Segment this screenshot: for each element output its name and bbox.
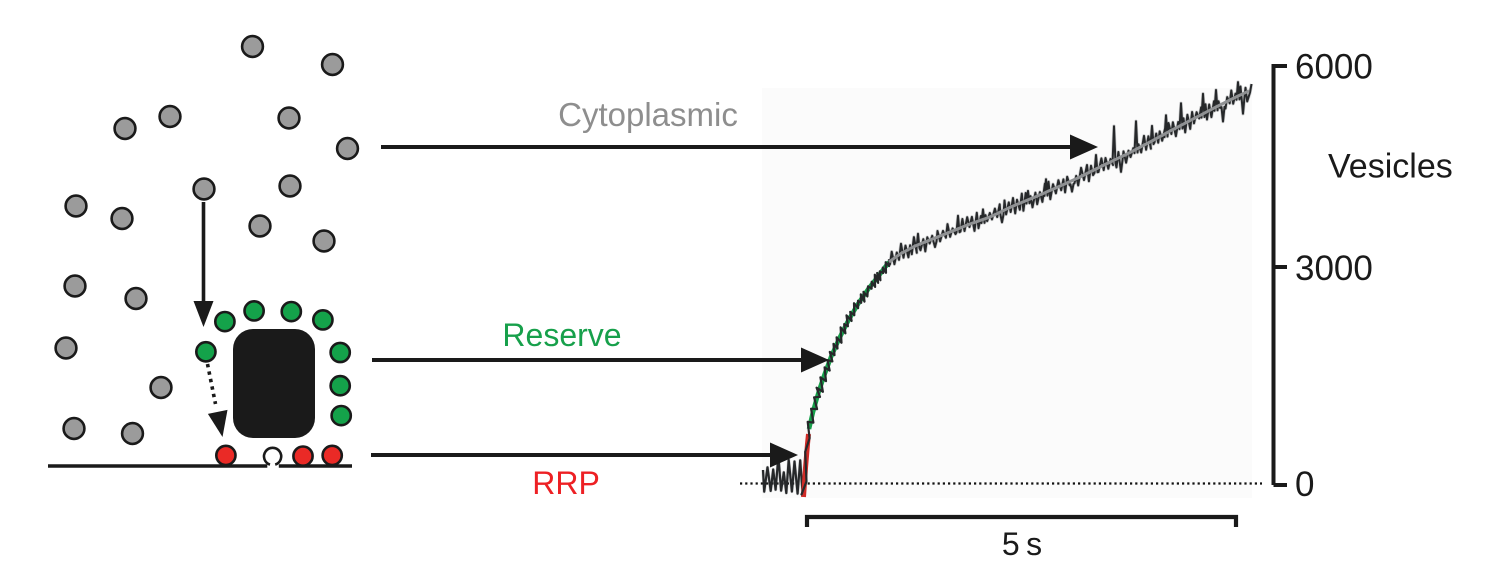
- svg-text:Vesicles: Vesicles: [1328, 148, 1453, 186]
- svg-text:6000: 6000: [1295, 48, 1373, 87]
- svg-text:5 s: 5 s: [1002, 526, 1042, 562]
- svg-text:0: 0: [1295, 465, 1314, 504]
- svg-text:Cytoplasmic: Cytoplasmic: [558, 96, 738, 133]
- svg-text:RRP: RRP: [532, 465, 600, 501]
- svg-text:Reserve: Reserve: [502, 317, 621, 353]
- svg-text:3000: 3000: [1295, 249, 1373, 288]
